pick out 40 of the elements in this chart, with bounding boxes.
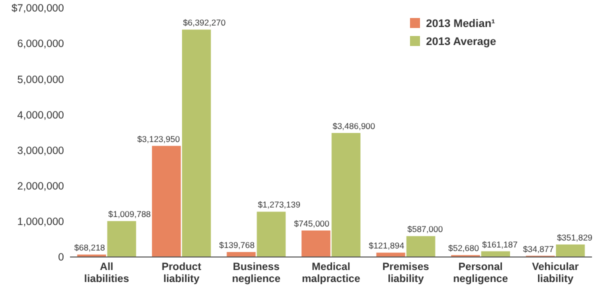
x-tick-label: Medical malpractice xyxy=(302,261,360,285)
y-tick-label: $7,000,000 xyxy=(11,2,64,15)
y-tick-label: 1,000,000 xyxy=(17,216,64,228)
x-tick-label: All liabilities xyxy=(84,261,130,285)
data-label: $139,768 xyxy=(219,240,255,250)
data-label: $745,000 xyxy=(294,218,330,228)
data-label: $121,894 xyxy=(368,240,404,251)
bar xyxy=(406,236,436,257)
bar xyxy=(107,221,136,257)
bar xyxy=(332,132,360,257)
x-tick-label: Vehicular liability xyxy=(532,261,579,285)
y-tick-label: 3,000,000 xyxy=(17,144,64,157)
y-tick-label: 2,000,000 xyxy=(17,180,64,193)
data-label: $3,486,900 xyxy=(332,120,376,131)
data-label: $351,829 xyxy=(556,232,593,242)
data-label: $1,273,139 xyxy=(258,200,301,210)
bar xyxy=(376,252,406,257)
legend-label: 2013 Median¹ xyxy=(426,18,496,30)
x-tick-label: Business neglience xyxy=(232,261,281,285)
bar xyxy=(182,30,211,257)
y-tick-label: 6,000,000 xyxy=(17,38,64,50)
data-label: $3,123,950 xyxy=(137,134,180,144)
bar xyxy=(152,146,181,257)
data-label: $34,877 xyxy=(523,244,554,254)
x-tick-label: Product liability xyxy=(162,261,202,285)
y-tick-label: 4,000,000 xyxy=(17,109,64,122)
bar xyxy=(256,212,286,257)
x-tick-label: Personal negligence xyxy=(453,261,508,285)
bar xyxy=(302,230,330,257)
data-label: $52,680 xyxy=(448,243,480,254)
x-tick-label: Premises liability xyxy=(382,261,430,285)
data-label: $6,392,270 xyxy=(183,18,226,28)
data-label: $68,218 xyxy=(74,242,106,253)
data-label: $587,000 xyxy=(407,224,444,234)
legend-label: 2013 Average xyxy=(426,36,496,48)
y-tick-label: 5,000,000 xyxy=(17,74,64,86)
data-label: $1,009,788 xyxy=(108,209,152,220)
bar xyxy=(556,244,585,257)
y-tick-label: 0 xyxy=(58,252,64,264)
data-label: $161,187 xyxy=(482,239,518,250)
